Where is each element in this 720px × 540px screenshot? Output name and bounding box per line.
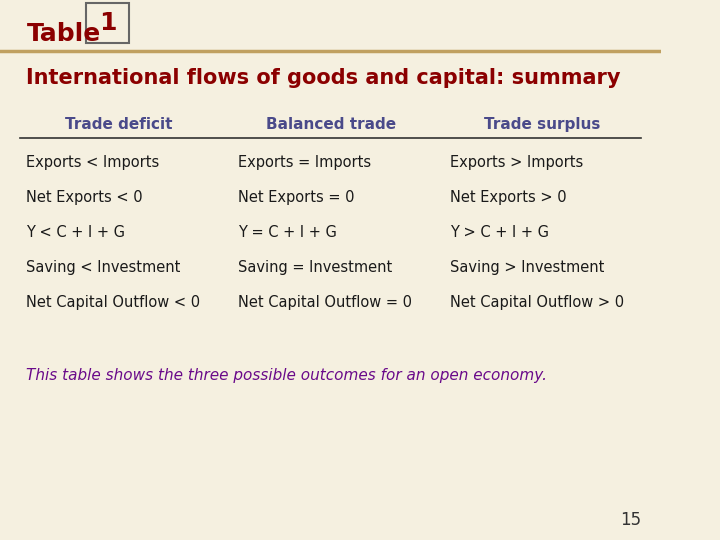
Text: Net Capital Outflow = 0: Net Capital Outflow = 0 xyxy=(238,295,412,310)
Text: Net Capital Outflow < 0: Net Capital Outflow < 0 xyxy=(27,295,201,310)
Text: Table: Table xyxy=(27,22,101,45)
Text: Net Capital Outflow > 0: Net Capital Outflow > 0 xyxy=(449,295,624,310)
Text: 1: 1 xyxy=(99,11,116,35)
Text: Y > C + I + G: Y > C + I + G xyxy=(449,225,549,240)
Text: Net Exports > 0: Net Exports > 0 xyxy=(449,190,566,205)
Text: Balanced trade: Balanced trade xyxy=(266,117,396,132)
Text: Y = C + I + G: Y = C + I + G xyxy=(238,225,337,240)
Text: This table shows the three possible outcomes for an open economy.: This table shows the three possible outc… xyxy=(27,368,547,383)
Text: Exports < Imports: Exports < Imports xyxy=(27,154,160,170)
Text: International flows of goods and capital: summary: International flows of goods and capital… xyxy=(27,68,621,87)
FancyBboxPatch shape xyxy=(86,3,129,43)
Text: Saving = Investment: Saving = Investment xyxy=(238,260,392,275)
Text: 15: 15 xyxy=(620,511,642,529)
Text: Trade deficit: Trade deficit xyxy=(66,117,173,132)
Text: Exports > Imports: Exports > Imports xyxy=(449,154,583,170)
Text: Exports = Imports: Exports = Imports xyxy=(238,154,371,170)
Text: Saving < Investment: Saving < Investment xyxy=(27,260,181,275)
Text: Y < C + I + G: Y < C + I + G xyxy=(27,225,125,240)
Text: Saving > Investment: Saving > Investment xyxy=(449,260,604,275)
Text: Trade surplus: Trade surplus xyxy=(484,117,600,132)
Text: Net Exports < 0: Net Exports < 0 xyxy=(27,190,143,205)
Text: Net Exports = 0: Net Exports = 0 xyxy=(238,190,354,205)
